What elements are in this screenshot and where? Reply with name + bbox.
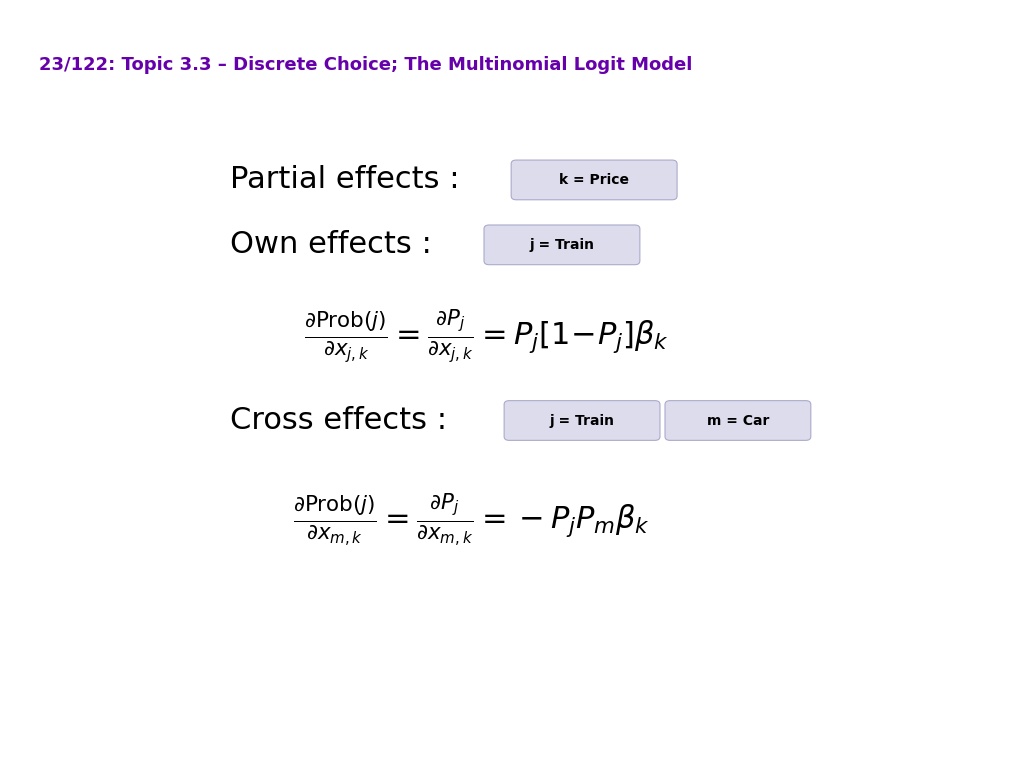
Text: Own effects :: Own effects :: [229, 230, 431, 260]
Text: Partial effects :: Partial effects :: [229, 165, 459, 194]
Text: 23/122: Topic 3.3 – Discrete Choice; The Multinomial Logit Model: 23/122: Topic 3.3 – Discrete Choice; The…: [39, 56, 692, 74]
Text: j = Train: j = Train: [550, 413, 614, 428]
Text: $\frac{\partial\mathrm{Prob}(j)}{\partial x_{m,k}} = \frac{\partial P_j}{\partia: $\frac{\partial\mathrm{Prob}(j)}{\partia…: [293, 492, 649, 548]
FancyBboxPatch shape: [511, 160, 677, 200]
Text: $\frac{\partial\mathrm{Prob}(j)}{\partial x_{j,k}} = \frac{\partial P_j}{\partia: $\frac{\partial\mathrm{Prob}(j)}{\partia…: [304, 307, 669, 366]
Text: j = Train: j = Train: [529, 238, 595, 252]
Text: Cross effects :: Cross effects :: [229, 406, 446, 435]
Text: m = Car: m = Car: [707, 413, 769, 428]
FancyBboxPatch shape: [665, 401, 811, 440]
Text: k = Price: k = Price: [559, 173, 629, 187]
FancyBboxPatch shape: [504, 401, 660, 440]
FancyBboxPatch shape: [484, 225, 640, 265]
